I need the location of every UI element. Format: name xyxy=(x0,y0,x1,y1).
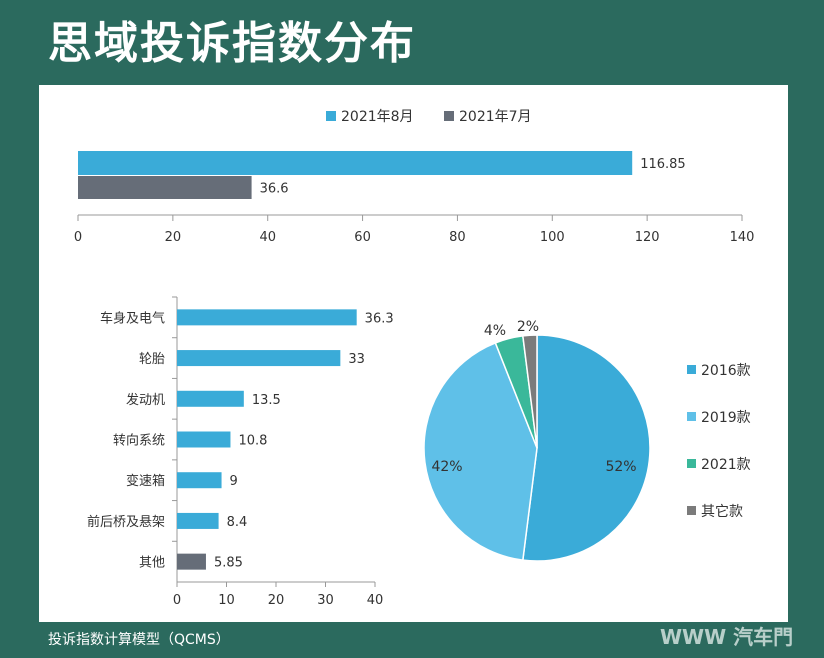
pie-legend-label-1: 2016款 xyxy=(701,363,751,379)
category-value-1: 36.3 xyxy=(365,311,394,326)
category-value-7: 5.85 xyxy=(214,556,243,571)
category-bar-2 xyxy=(177,350,341,367)
page-title: 思域投诉指数分布 xyxy=(48,18,416,69)
x-tick-label-1: 0 xyxy=(74,230,82,245)
data-label-2: 36.6 xyxy=(260,182,289,197)
value-tick-label-4: 30 xyxy=(317,593,334,608)
x-tick-label-7: 120 xyxy=(635,230,660,245)
pie-legend-swatch-2 xyxy=(687,412,696,421)
category-label-3: 发动机 xyxy=(126,392,165,408)
category-label-6: 前后桥及悬架 xyxy=(87,514,165,530)
watermark-logo: WWW 汽车門 xyxy=(660,625,794,649)
category-bar-4 xyxy=(177,431,231,448)
category-value-4: 10.8 xyxy=(238,434,267,449)
category-value-5: 9 xyxy=(230,474,238,489)
value-tick-label-3: 20 xyxy=(268,593,285,608)
pie-legend-swatch-3 xyxy=(687,459,696,468)
footer-caption: 投诉指数计算模型（QCMS） xyxy=(48,632,230,648)
pie-label-2: 42% xyxy=(431,459,462,475)
pie-label-1: 52% xyxy=(605,459,636,475)
chart-panel: 2021年8月 2021年7月 116.85 36.6 0 20 40 60 80 100 120 1… xyxy=(39,85,788,622)
value-tick-label-1: 0 xyxy=(173,593,181,608)
category-value-6: 8.4 xyxy=(227,515,248,530)
category-value-2: 33 xyxy=(348,352,365,367)
x-tick-label-4: 60 xyxy=(354,230,371,245)
pie-slice-2 xyxy=(423,341,538,561)
legend-swatch-2 xyxy=(444,111,454,121)
pie-label-4: 2% xyxy=(517,319,539,335)
category-bar-3 xyxy=(177,390,244,407)
pie-legend-label-2: 2019款 xyxy=(701,410,751,426)
category-bar-7 xyxy=(177,553,206,570)
legend-label-2: 2021年7月 xyxy=(459,109,532,125)
pie-legend-swatch-1 xyxy=(687,365,696,374)
legend-label-1: 2021年8月 xyxy=(341,109,414,125)
category-bar-6 xyxy=(177,512,219,529)
category-label-1: 车身及电气 xyxy=(100,310,165,326)
category-label-7: 其他 xyxy=(139,556,165,571)
category-bar-5 xyxy=(177,472,222,489)
pie-legend-swatch-4 xyxy=(687,506,696,515)
x-tick-label-8: 140 xyxy=(730,230,755,245)
pie-legend-label-4: 其它款 xyxy=(701,503,743,520)
x-tick-label-3: 40 xyxy=(259,230,276,245)
pie-legend-label-3: 2021款 xyxy=(701,457,751,473)
category-value-3: 13.5 xyxy=(252,393,281,408)
x-tick-label-6: 100 xyxy=(540,230,565,245)
pie-slice-1 xyxy=(521,334,651,562)
value-tick-label-5: 40 xyxy=(367,593,384,608)
data-label-1: 116.85 xyxy=(640,157,686,172)
x-tick-label-2: 20 xyxy=(165,230,182,245)
value-tick-label-2: 10 xyxy=(218,593,235,608)
category-label-2: 轮胎 xyxy=(139,352,165,367)
x-tick-label-5: 80 xyxy=(449,230,466,245)
bar-2 xyxy=(78,176,252,199)
pie-slice-4 xyxy=(521,334,538,449)
category-label-4: 转向系统 xyxy=(113,433,165,449)
pie-label-3: 4% xyxy=(484,323,506,339)
legend-swatch-1 xyxy=(326,111,336,121)
category-bar-1 xyxy=(177,309,357,326)
bar-1 xyxy=(78,151,633,175)
category-label-5: 变速箱 xyxy=(126,473,165,489)
